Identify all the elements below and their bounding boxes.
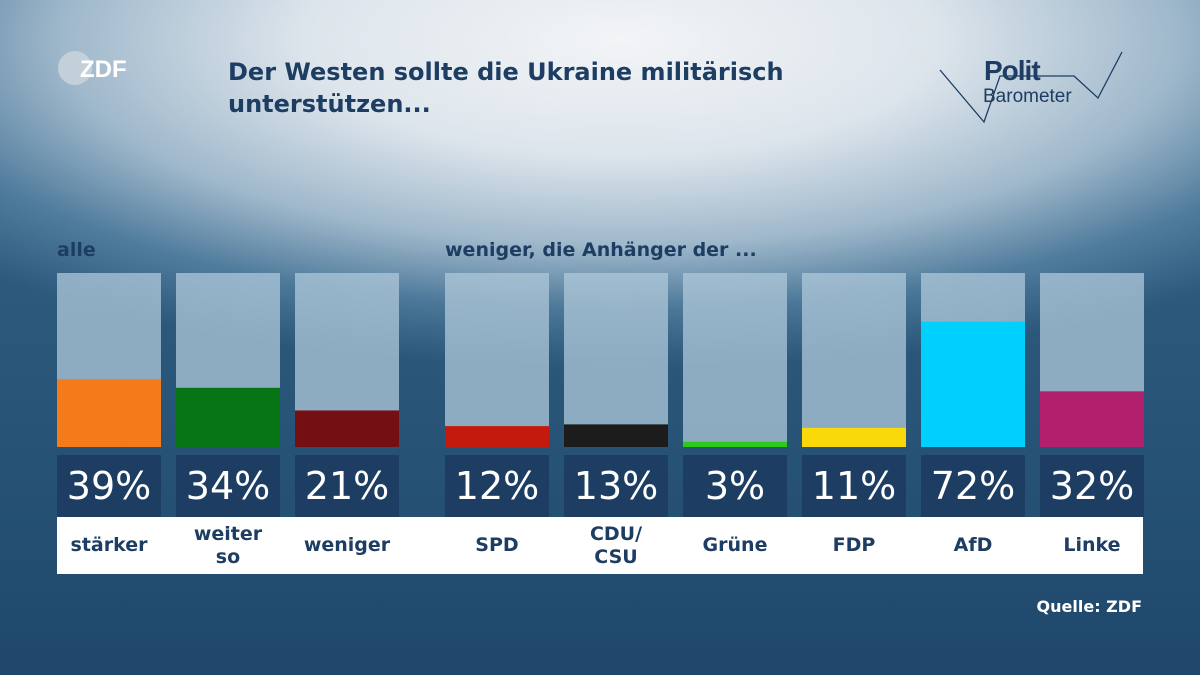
- category-label: SPD: [475, 534, 519, 556]
- bar: [176, 387, 280, 447]
- bar: [802, 427, 906, 447]
- bar: [683, 441, 787, 447]
- bar: [921, 321, 1025, 447]
- category-label: stärker: [70, 534, 148, 556]
- category-label-strip: [57, 517, 1143, 574]
- zdf-logo-text: ZDF: [80, 56, 127, 83]
- category-label: CDU/CSU: [589, 522, 643, 568]
- category-label: Grüne: [702, 534, 768, 556]
- bar: [1040, 391, 1144, 447]
- group-label-parties: weniger, die Anhänger der ...: [445, 239, 757, 261]
- category-label: weniger: [303, 534, 391, 556]
- bar-track: [683, 273, 787, 447]
- category-label: FDP: [832, 534, 876, 556]
- value-label: 32%: [1040, 455, 1144, 517]
- value-label: 11%: [802, 455, 906, 517]
- bar: [445, 426, 549, 447]
- zdf-logo: ZDF: [58, 51, 127, 85]
- politbarometer-logo: [939, 51, 1123, 124]
- chart-title: Der Westen sollte die Ukraine militärisc…: [228, 58, 784, 118]
- category-label: AfD: [953, 534, 993, 556]
- bar: [564, 424, 668, 447]
- value-label: 34%: [176, 455, 280, 517]
- logo-polit-text: Polit: [984, 55, 1041, 86]
- bar-track: [802, 273, 906, 447]
- value-label: 39%: [57, 455, 161, 517]
- source-note: Quelle: ZDF: [1036, 597, 1142, 616]
- value-label: 12%: [445, 455, 549, 517]
- value-label: 13%: [564, 455, 668, 517]
- category-label: weiter so: [193, 522, 263, 568]
- value-label: 72%: [921, 455, 1025, 517]
- value-label: 21%: [295, 455, 399, 517]
- bar: [295, 410, 399, 447]
- bar: [57, 379, 161, 447]
- value-label: 3%: [683, 455, 787, 517]
- category-label: Linke: [1063, 534, 1121, 556]
- group-label-all: alle: [57, 239, 96, 261]
- bar-track: [445, 273, 549, 447]
- logo-barometer-text: Barometer: [983, 86, 1072, 107]
- bar-track: [564, 273, 668, 447]
